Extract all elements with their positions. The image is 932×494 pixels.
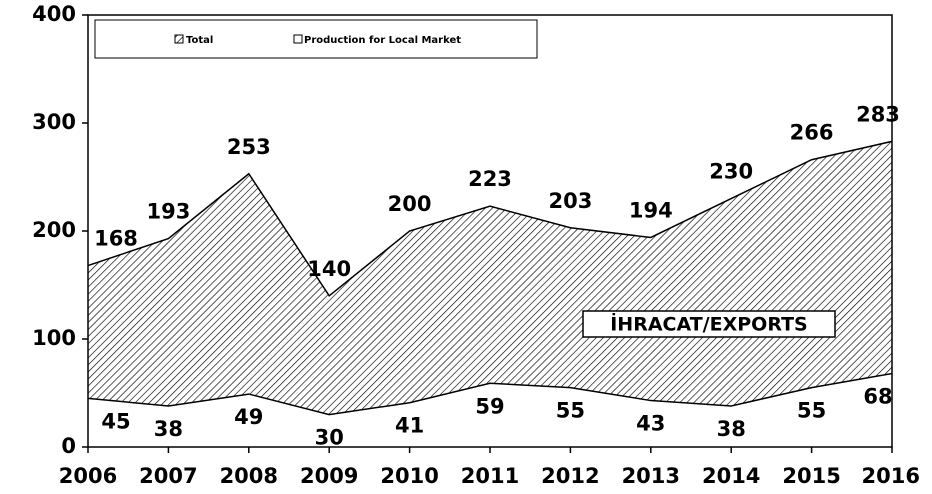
data-label: 140 [307,257,351,281]
x-tick-label: 2007 [139,464,197,488]
legend-swatch [174,34,184,44]
y-tick-label: 0 [61,434,76,458]
annotation-box [582,310,836,338]
x-tick-label: 2010 [380,464,438,488]
data-label: 41 [395,414,424,438]
data-label: 283 [856,102,900,126]
annotation: İHRACAT/EXPORTS [610,312,808,336]
x-tick-label: 2008 [220,464,278,488]
data-label: 203 [548,189,592,213]
data-label: 223 [468,167,512,191]
x-tick-label: 2011 [461,464,519,488]
data-label: 266 [790,121,834,145]
y-tick-label: 100 [32,326,76,350]
area [88,373,892,447]
data-label: 55 [797,399,826,423]
x-tick-label: 2015 [782,464,840,488]
x-tick-label: 2014 [702,464,760,488]
line [87,140,893,297]
legend-swatch [293,34,303,44]
x-tick-label: 2006 [59,464,117,488]
x-tick-label: 2009 [300,464,358,488]
data-label: 38 [154,417,183,441]
x-tick-label: 2013 [622,464,680,488]
y-tick-label: 200 [32,218,76,242]
data-label: 68 [863,385,892,409]
legend-label: Production for Local Market [304,35,461,46]
y-tick-label: 400 [32,2,76,26]
data-label: 200 [388,192,432,216]
data-label: 168 [94,227,138,251]
data-label: 49 [234,405,263,429]
data-label: 230 [709,160,753,184]
data-label: 38 [717,417,746,441]
data-label: 43 [636,412,665,436]
x-tick-label: 2016 [862,464,920,488]
data-label: 59 [475,394,504,418]
area [88,141,892,448]
legend-label: Total [186,35,213,46]
data-label: 30 [315,426,344,450]
data-label: 253 [227,135,271,159]
data-label: 193 [146,200,190,224]
line [87,372,893,416]
y-tick-label: 300 [32,110,76,134]
legend-box [94,19,538,59]
data-label: 194 [629,198,673,222]
data-label: 45 [101,409,130,433]
data-label: 55 [556,399,585,423]
x-tick-label: 2012 [541,464,599,488]
